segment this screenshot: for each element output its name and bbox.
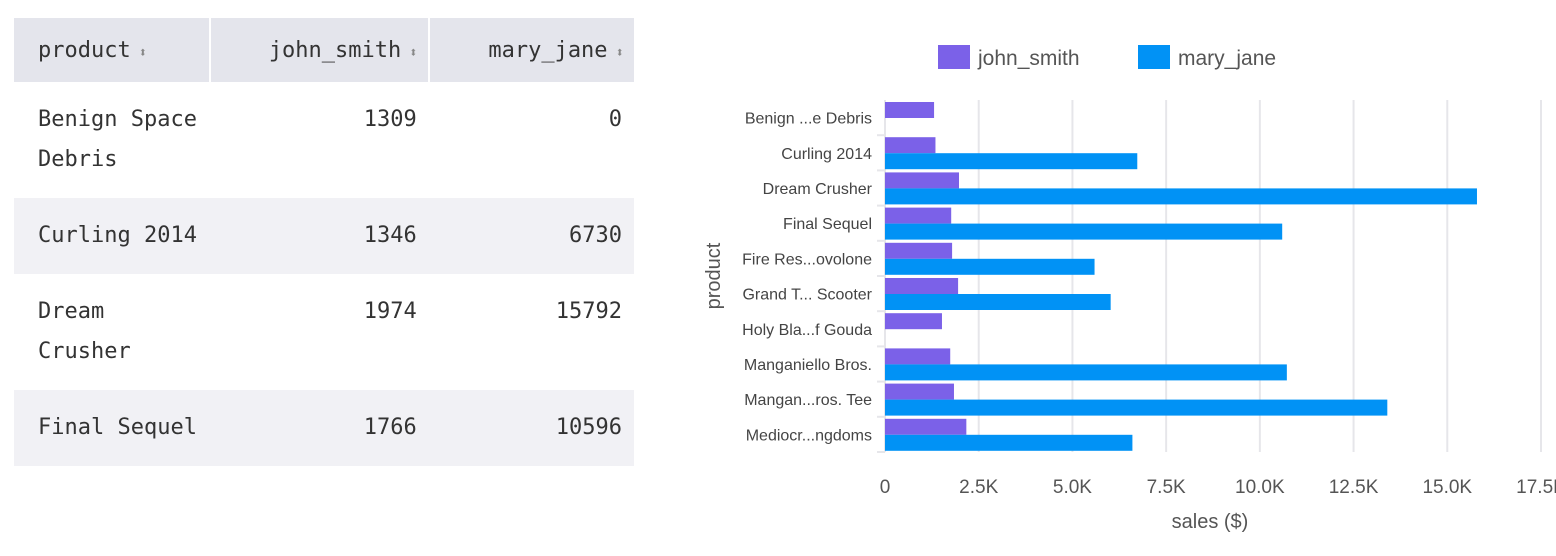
column-header-mary_jane[interactable]: mary_jane ⬍	[428, 18, 634, 82]
y-tick-label: Manganiello Bros.	[744, 357, 872, 374]
cell-john_smith: 1766	[210, 390, 429, 466]
column-header-john_smith[interactable]: john_smith ⬍	[210, 18, 430, 82]
bar-mary_jane	[885, 364, 1287, 381]
table-row: Final Sequel 1766 10596	[14, 390, 634, 466]
bar-mary_jane	[885, 294, 1111, 310]
x-tick-label: 15.0K	[1422, 477, 1472, 498]
y-tick-label: Holy Bla...f Gouda	[742, 322, 872, 339]
header-label: mary_jane	[488, 37, 608, 63]
cell-product: Dream Crusher	[38, 299, 131, 364]
y-tick-label: Dream Crusher	[763, 181, 873, 198]
header-label: john_smith	[268, 37, 402, 63]
bar-chart: 0 2.5K 5.0K 7.5K 10.0K 12.5K 15.0K 17.5K Benign …	[703, 45, 1556, 533]
y-tick-label: Benign ...e Debris	[745, 111, 872, 128]
bar-john_smith	[885, 207, 952, 224]
sort-icon[interactable]: ⬍	[409, 44, 418, 61]
x-tick-label: 17.5K	[1516, 477, 1556, 498]
bar-john_smith	[885, 348, 951, 365]
x-tick-label: 12.5K	[1329, 477, 1379, 498]
y-tick-label: Curling 2014	[781, 146, 872, 163]
bar-john_smith	[885, 242, 953, 259]
bar-mary_jane	[885, 153, 1138, 170]
legend-label-john_smith: john_smith	[977, 47, 1080, 70]
x-tick-label: 0	[880, 477, 891, 498]
cell-john_smith: 1309	[363, 107, 417, 132]
bar-john_smith	[885, 172, 959, 189]
x-tick-label: 10.0K	[1235, 477, 1285, 498]
bar-john_smith	[885, 137, 936, 154]
sort-icon[interactable]: ⬍	[615, 44, 624, 61]
cell-mary_jane: 6730	[428, 198, 634, 274]
cell-product: Curling 2014	[14, 198, 211, 274]
y-tick-label: Mediocr...ngdoms	[746, 427, 872, 444]
y-axis-label: product	[703, 242, 725, 309]
bar-mary_jane	[885, 399, 1388, 416]
x-axis-label: sales ($)	[1172, 511, 1249, 533]
data-table: product ⬍ john_smith ⬍ mary_jane ⬍ Benign Spa…	[14, 18, 634, 466]
x-tick-label: 5.0K	[1053, 477, 1092, 498]
x-tick-label: 2.5K	[959, 477, 998, 498]
table-row: Benign Space Debris 1309 0	[14, 82, 634, 198]
legend-label-mary_jane: mary_jane	[1178, 47, 1276, 70]
column-header-product[interactable]: product ⬍	[14, 18, 212, 82]
header-label: product	[38, 37, 131, 63]
x-tick-label: 7.5K	[1147, 477, 1186, 498]
y-tick-label: Final Sequel	[783, 216, 872, 233]
cell-john_smith: 1346	[210, 198, 429, 274]
bar-mary_jane	[885, 223, 1283, 240]
bar-john_smith	[885, 313, 942, 330]
bar-mary_jane	[885, 434, 1133, 451]
bar-mary_jane	[885, 188, 1477, 205]
cell-mary_jane: 0	[608, 107, 622, 132]
y-tick-label: Mangan...ros. Tee	[744, 392, 872, 409]
cell-mary_jane: 15792	[555, 299, 622, 324]
cell-product: Final Sequel	[14, 390, 211, 466]
legend-swatch-john_smith	[938, 45, 970, 69]
cell-mary_jane: 10596	[428, 390, 634, 466]
y-tick-label: Fire Res...ovolone	[742, 251, 872, 268]
table-body: Benign Space Debris 1309 0 Curling 2014 1346…	[14, 82, 634, 466]
bar-john_smith	[885, 278, 959, 294]
bar-mary_jane	[885, 258, 1095, 275]
table-row: Dream Crusher 1974 15792	[14, 274, 634, 390]
bar-john_smith	[885, 418, 967, 435]
y-tick-label: Grand T... Scooter	[742, 287, 872, 304]
table-row: Curling 2014 1346 6730	[14, 198, 634, 274]
header-row: product ⬍ john_smith ⬍ mary_jane ⬍	[14, 18, 634, 82]
cell-product: Benign Space Debris	[38, 107, 197, 172]
cell-john_smith: 1974	[363, 299, 417, 324]
bar-john_smith	[885, 102, 935, 118]
sort-icon[interactable]: ⬍	[138, 44, 148, 61]
bar-john_smith	[885, 383, 954, 400]
legend-swatch-mary_jane	[1138, 45, 1170, 69]
